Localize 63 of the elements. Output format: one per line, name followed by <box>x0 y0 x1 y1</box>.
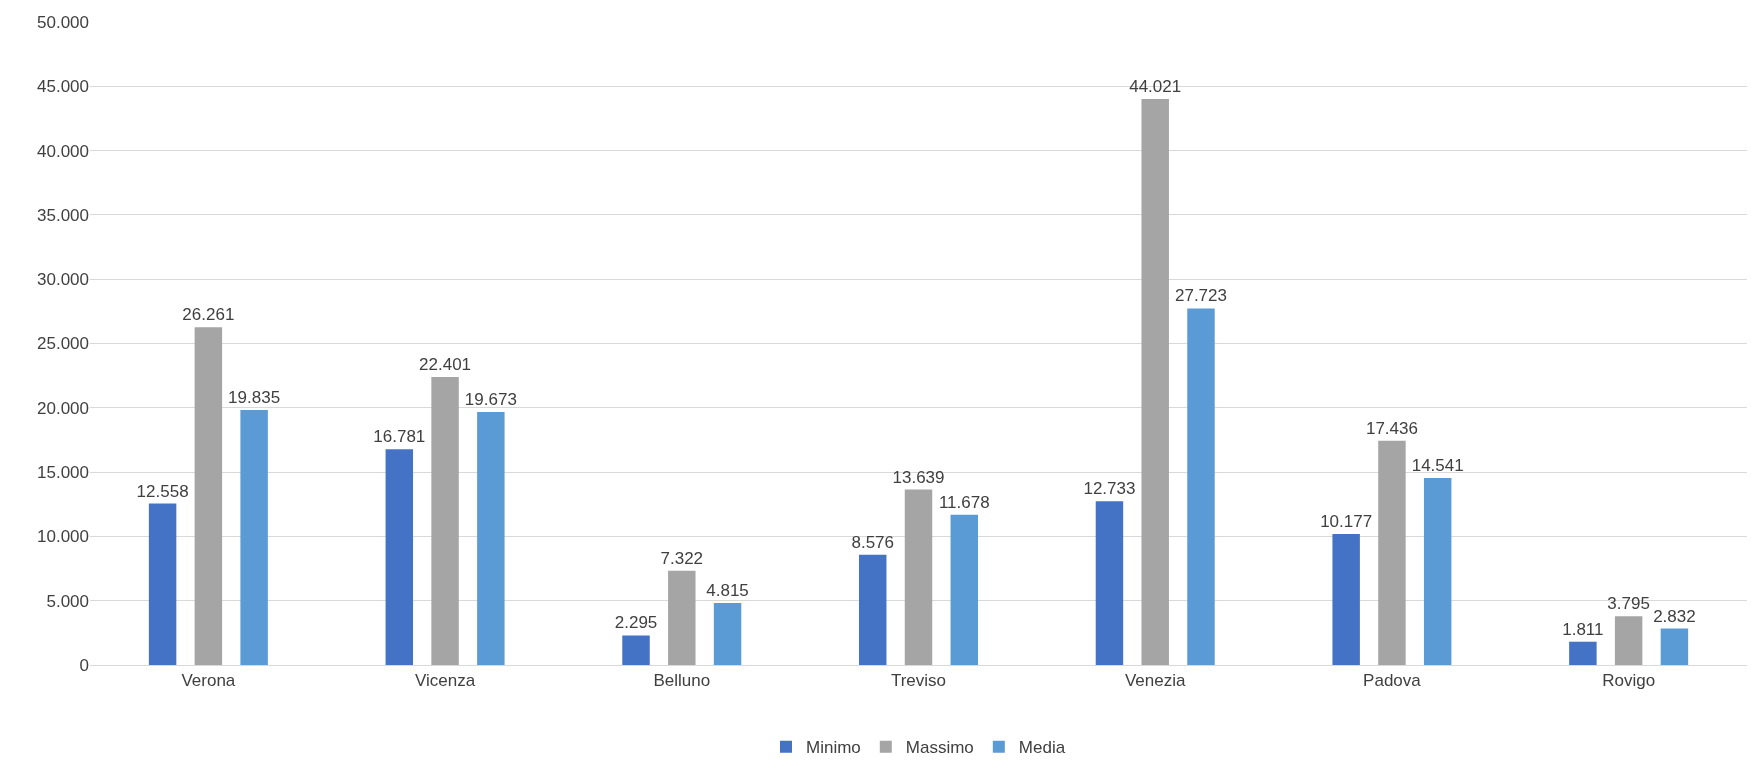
data-label: 14.541 <box>1411 456 1464 475</box>
data-label: 10.177 <box>1320 512 1373 532</box>
y-tick-label: 25.000 <box>37 334 89 354</box>
bar <box>1660 628 1689 665</box>
data-label: 12.558 <box>136 481 189 501</box>
bar <box>1423 478 1452 665</box>
bar <box>1095 501 1124 665</box>
y-tick-label: 5.000 <box>46 591 89 611</box>
bar <box>713 603 742 665</box>
y-tick-label: 40.000 <box>37 141 89 161</box>
y-tick-label: 35.000 <box>37 205 89 225</box>
bar <box>1569 641 1597 665</box>
bar <box>668 570 696 665</box>
bar <box>477 412 505 665</box>
bar <box>859 554 887 665</box>
data-label: 2.295 <box>614 613 658 633</box>
y-tick-label: 10.000 <box>37 527 89 547</box>
data-label: 22.401 <box>419 354 472 374</box>
bar <box>950 514 978 665</box>
data-label: 12.733 <box>1083 479 1136 499</box>
bar <box>431 376 459 665</box>
data-label: 19.835 <box>228 387 281 407</box>
y-tick-label: 30.000 <box>37 270 89 290</box>
legend-label: Massimo <box>905 738 974 758</box>
bar <box>240 409 268 665</box>
y-tick-label: 20.000 <box>37 398 89 418</box>
bar <box>1378 440 1406 665</box>
legend-label: Media <box>1018 738 1066 758</box>
data-label: 4.815 <box>706 581 749 601</box>
data-label: 27.723 <box>1174 286 1227 306</box>
data-label: 8.576 <box>851 532 895 552</box>
data-label: 7.322 <box>660 548 704 568</box>
data-label: 11.678 <box>938 492 990 512</box>
y-tick-label: 15.000 <box>37 463 89 483</box>
data-label: 19.673 <box>464 390 517 410</box>
data-label: 26.261 <box>182 305 235 325</box>
data-label: 2.832 <box>1653 606 1696 626</box>
x-tick-label: Belluno <box>653 671 711 691</box>
bar <box>622 635 650 665</box>
x-tick-label: Padova <box>1363 671 1422 691</box>
bar <box>1614 616 1643 665</box>
data-label: 1.811 <box>1562 619 1604 639</box>
bar <box>1187 308 1215 665</box>
data-label: 44.021 <box>1129 76 1182 96</box>
x-tick-label: Treviso <box>890 671 947 691</box>
x-tick-label: Vicenza <box>414 671 476 691</box>
x-tick-label: Venezia <box>1124 671 1186 691</box>
y-tick-label: 0 <box>79 655 89 675</box>
bar <box>385 449 414 665</box>
bar <box>148 503 177 665</box>
legend-label: Minimo <box>806 738 861 758</box>
bar <box>194 327 223 665</box>
bar <box>1141 98 1169 665</box>
y-tick-label: 45.000 <box>37 77 89 97</box>
bar <box>904 489 933 665</box>
bar <box>1332 534 1360 665</box>
x-tick-label: Rovigo <box>1602 671 1656 691</box>
data-label: 16.781 <box>373 427 426 447</box>
data-label: 17.436 <box>1365 418 1418 438</box>
data-label: 3.795 <box>1607 594 1650 614</box>
y-tick-label: 50.000 <box>37 12 89 32</box>
x-tick-label: Verona <box>181 671 236 691</box>
data-label: 13.639 <box>892 467 945 487</box>
